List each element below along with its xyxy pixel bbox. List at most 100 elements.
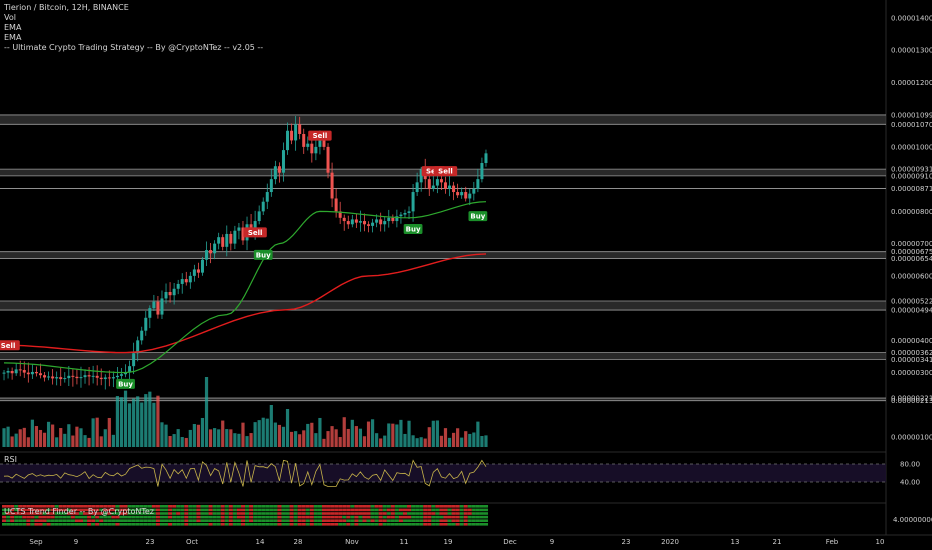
- volume-bar: [476, 421, 480, 447]
- trend-cell: [232, 508, 237, 512]
- trend-cell: [362, 519, 367, 522]
- trend-cell: [204, 512, 209, 515]
- trend-cell: [147, 505, 152, 508]
- trend-cell: [212, 519, 217, 522]
- trend-cell: [285, 512, 290, 515]
- trend-cell: [439, 508, 444, 512]
- volume-bar: [140, 402, 144, 447]
- trend-cell: [253, 512, 258, 515]
- price-axis-label: 0.00000931: [891, 166, 932, 174]
- candle-body: [456, 192, 460, 196]
- trend-cell: [423, 512, 428, 515]
- trend-cell: [390, 515, 395, 519]
- trend-cell: [18, 512, 23, 515]
- trend-cell: [155, 512, 160, 515]
- trend-cell: [143, 515, 148, 519]
- trend-cell: [83, 512, 88, 515]
- volume-bar: [111, 434, 115, 447]
- legend-ema-slow[interactable]: EMA: [4, 33, 22, 42]
- buy-signal-label: Buy: [406, 226, 421, 234]
- volume-bar: [75, 426, 79, 447]
- trend-cell: [330, 515, 335, 519]
- trend-cell: [390, 505, 395, 508]
- trend-cell: [135, 508, 140, 512]
- trend-cell: [479, 508, 484, 512]
- volume-bar: [273, 422, 277, 447]
- candle-body: [2, 372, 6, 374]
- trend-cell: [26, 523, 31, 526]
- trend-cell: [2, 508, 7, 512]
- trend-cell: [382, 519, 387, 522]
- sell-signal-label: Sell: [313, 132, 328, 140]
- trend-cell: [95, 508, 100, 512]
- candle-body: [464, 192, 468, 199]
- trend-cell: [54, 508, 59, 512]
- trend-cell: [50, 515, 55, 519]
- trend-cell: [18, 515, 23, 519]
- trend-cell: [265, 519, 270, 522]
- volume-bar: [302, 430, 306, 447]
- trend-cell: [390, 519, 395, 522]
- trend-cell: [216, 523, 221, 526]
- price-axis-label: 0.00001000: [891, 143, 932, 151]
- volume-bar: [6, 426, 10, 447]
- trend-cell: [301, 505, 306, 508]
- trend-cell: [139, 512, 144, 515]
- volume-bar: [310, 422, 314, 447]
- trend-cell: [14, 505, 19, 508]
- trend-cell: [180, 523, 185, 526]
- rsi-label[interactable]: RSI: [4, 455, 17, 464]
- legend-ema-fast[interactable]: EMA: [4, 23, 22, 32]
- trend-cell: [354, 505, 359, 508]
- trend-cell: [155, 508, 160, 512]
- trend-cell: [30, 519, 35, 522]
- trend-cell: [427, 523, 432, 526]
- trend-cell: [277, 519, 282, 522]
- trend-cell: [366, 523, 371, 526]
- trend-cell: [224, 519, 229, 522]
- trend-cell: [212, 515, 217, 519]
- trend-cell: [50, 523, 55, 526]
- candle-body: [192, 269, 196, 276]
- trend-cell: [273, 519, 278, 522]
- legend-vol[interactable]: Vol: [4, 13, 16, 22]
- trend-cell: [208, 523, 213, 526]
- trend-cell: [58, 505, 63, 508]
- trend-cell: [2, 505, 7, 508]
- candle-body: [67, 375, 71, 379]
- trend-cell: [151, 512, 156, 515]
- time-axis-label: 14: [256, 538, 265, 546]
- trend-cell: [14, 523, 19, 526]
- trend-cell: [14, 512, 19, 515]
- volume-bar: [253, 422, 257, 447]
- legend-strategy[interactable]: -- Ultimate Crypto Trading Strategy -- B…: [4, 43, 264, 52]
- volume-bar: [160, 422, 164, 447]
- volume-bar: [391, 423, 395, 447]
- trend-cell: [301, 508, 306, 512]
- volume-bar: [233, 433, 237, 447]
- volume-bar: [306, 423, 310, 447]
- candle-body: [273, 166, 277, 180]
- trend-cell: [334, 508, 339, 512]
- trend-cell: [451, 515, 456, 519]
- legend-symbol[interactable]: Tierion / Bitcoin, 12H, BINANCE: [4, 3, 129, 12]
- trend-cell: [447, 512, 452, 515]
- trend-cell: [321, 505, 327, 508]
- trend-cell: [269, 512, 274, 515]
- candle-body: [136, 340, 140, 354]
- candle-body: [253, 221, 257, 231]
- price-axis-label: 0.00000600: [891, 272, 932, 280]
- trend-cell: [326, 505, 331, 508]
- candle-body: [286, 130, 290, 151]
- trend-cell: [42, 505, 47, 508]
- trend-cell: [394, 512, 399, 515]
- volume-bar: [30, 419, 34, 447]
- trend-finder-label[interactable]: UCTS Trend Finder -- By @CryptoNTez: [4, 507, 154, 516]
- trend-cell: [10, 505, 15, 508]
- trend-cell: [431, 519, 436, 522]
- trend-cell: [467, 508, 472, 512]
- price-axis-label: 0.00000341: [891, 356, 932, 364]
- trend-cell: [285, 523, 290, 526]
- trend-cell: [467, 523, 472, 526]
